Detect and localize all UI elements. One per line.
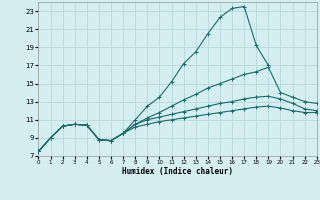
X-axis label: Humidex (Indice chaleur): Humidex (Indice chaleur) [122,167,233,176]
